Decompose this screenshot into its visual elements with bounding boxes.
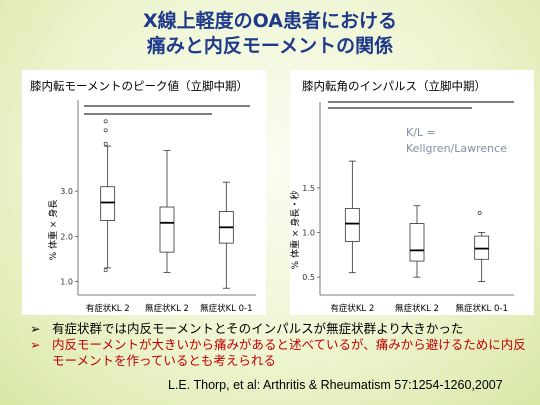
y-tick-label: 1.0 — [302, 229, 315, 238]
outlier-point — [103, 128, 108, 133]
arrow-bullet-icon: ➢ — [30, 337, 41, 352]
outlier-point — [103, 268, 108, 273]
x-category-label: 無症状KL 2 — [395, 303, 439, 314]
outlier-point — [103, 141, 108, 146]
left-boxplot: 膝内転モーメントのピーク値（立脚中期） % 体重 × 身長 1.0 2.0 3.0 有… — [30, 79, 256, 314]
y-tick-label: 3.0 — [60, 187, 73, 196]
y-tick-label: 1.5 — [302, 184, 315, 193]
x-category-label: 有症状KL 2 — [330, 303, 374, 314]
x-category-label: 無症状KL 2 — [145, 303, 189, 314]
box — [344, 208, 360, 242]
box — [409, 223, 425, 262]
left-chart-panel: 膝内転モーメントのピーク値（立脚中期） % 体重 × 身長 1.0 2.0 3.0 有… — [22, 70, 266, 315]
right-ylabel: % 体重 × 身長・秒 — [290, 191, 301, 270]
bullet-item: ➢ 内反モーメントが大きいから痛みがあると述べているが、痛みから避けるために内反… — [30, 337, 530, 369]
left-ylabel: % 体重 × 身長 — [47, 200, 59, 261]
arrow-bullet-icon: ➢ — [30, 321, 41, 336]
x-category-label: 有症状KL 2 — [86, 303, 130, 314]
outlier-point — [477, 210, 482, 215]
bullet-list: ➢ 有症状群では内反モーメントとそのインパルスが無症状群より大きかった ➢ 内反… — [30, 321, 530, 369]
right-boxplot: 膝内転角のインパルス（立脚中期） % 体重 × 身長・秒 K/L = Kellg… — [289, 79, 514, 314]
x-category-label: 無症状KL 0-1 — [200, 303, 252, 314]
slide-title-line2: 痛みと内反モーメントの関係 — [146, 35, 394, 57]
left-chart-title: 膝内転モーメントのピーク値（立脚中期） — [30, 79, 248, 93]
slide-title-line1: X線上軽度のOA患者における — [143, 10, 397, 32]
right-chart-panel: 膝内転角のインパルス（立脚中期） % 体重 × 身長・秒 K/L = Kellg… — [289, 70, 534, 315]
bullet-item: ➢ 有症状群では内反モーメントとそのインパルスが無症状群より大きかった — [30, 321, 530, 337]
box — [100, 186, 116, 221]
bullet-text: 内反モーメントが大きいから痛みがあると述べているが、痛みから避けるために内反モー… — [52, 337, 526, 368]
y-tick-label: 0.5 — [302, 273, 315, 282]
y-tick-label: 1.0 — [60, 277, 73, 286]
box — [159, 206, 175, 253]
y-tick-label: 2.0 — [60, 232, 73, 241]
outlier-point — [103, 119, 108, 124]
bullet-text: 有症状群では内反モーメントとそのインパルスが無症状群より大きかった — [52, 321, 464, 336]
right-chart-title: 膝内転角のインパルス（立脚中期） — [302, 79, 486, 93]
kl-annotation-line1: K/L = — [406, 126, 436, 139]
x-category-label: 無症状KL 0-1 — [455, 303, 507, 314]
kl-annotation-line2: Kellgren/Lawrence — [406, 142, 507, 155]
citation: L.E. Thorp, et al: Arthritis & Rheumatis… — [168, 378, 503, 392]
